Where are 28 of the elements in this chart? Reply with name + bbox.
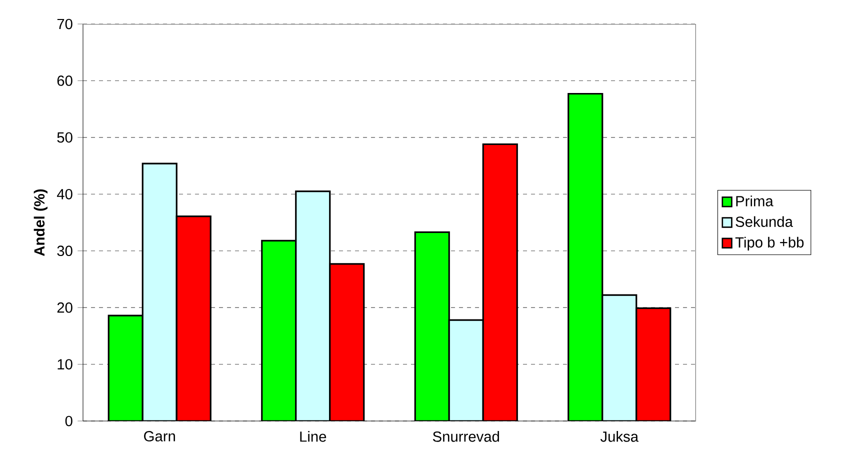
y-tick-label: 0 — [65, 416, 72, 426]
bar — [108, 314, 144, 421]
bar — [448, 319, 484, 421]
bar — [261, 240, 297, 421]
bar — [142, 162, 178, 421]
legend-label: Sekunda — [736, 216, 793, 227]
bar — [482, 143, 518, 421]
y-tick-label: 70 — [57, 18, 72, 30]
y-tick-label: 10 — [58, 359, 72, 370]
legend-label: Tipo b +bb — [735, 236, 804, 250]
x-tick-label: Line — [300, 431, 326, 442]
bar — [414, 231, 450, 421]
y-tick-label: 60 — [57, 76, 72, 86]
bar — [568, 92, 604, 421]
bar — [636, 307, 672, 421]
x-tick-label: Juksa — [600, 431, 639, 442]
legend-label: Prima — [736, 196, 774, 206]
y-tick-label: 30 — [57, 246, 72, 256]
bar — [176, 215, 212, 421]
y-tick-label: 40 — [56, 188, 72, 200]
y-axis-title: Andel (%) — [34, 189, 48, 256]
y-tick-label: 20 — [57, 302, 72, 313]
y-tick-label: 50 — [57, 132, 72, 143]
x-tick-label: Snurrevad — [432, 431, 500, 442]
bar — [295, 190, 331, 421]
x-tick-label: Garn — [144, 431, 175, 442]
bar — [329, 263, 365, 421]
bar — [602, 294, 638, 421]
